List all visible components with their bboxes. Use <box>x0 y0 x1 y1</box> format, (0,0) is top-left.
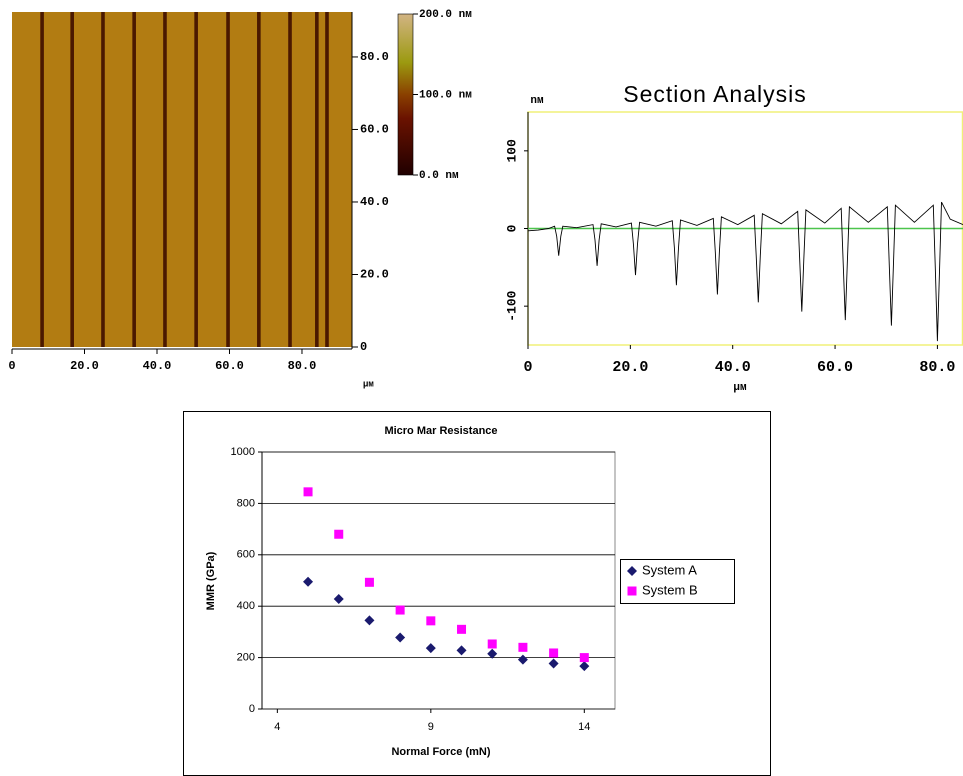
y-tick-label: 60.0 <box>360 123 389 137</box>
legend-marker <box>627 566 637 576</box>
square-marker <box>487 639 497 649</box>
legend-marker <box>627 586 637 596</box>
legend-box <box>620 559 735 604</box>
groove <box>325 12 329 347</box>
x-unit: µм <box>363 379 374 389</box>
x-tick-label: 0 <box>523 359 532 376</box>
x-tick-label: 40.0 <box>715 359 751 376</box>
y-tick-label: 20.0 <box>360 268 389 282</box>
x-tick-label: 80.0 <box>288 359 317 373</box>
diamond-marker <box>425 643 436 654</box>
square-marker <box>395 605 405 615</box>
legend-label: System A <box>642 562 697 577</box>
diamond-marker <box>487 648 498 659</box>
colorbar-label: 100.0 nм <box>419 89 472 101</box>
square-marker <box>364 577 374 587</box>
groove <box>40 12 44 347</box>
colorbar-label: 0.0 nм <box>419 170 459 182</box>
x-unit: µм <box>733 382 747 394</box>
chart-title: Section Analysis <box>623 81 806 107</box>
profile-line <box>527 201 963 342</box>
groove <box>194 12 198 347</box>
colorbar <box>397 13 414 176</box>
x-tick-label: 9 <box>428 721 434 733</box>
y-axis-label: MMR (GPa) <box>205 551 217 610</box>
diamond-marker <box>548 658 559 669</box>
square-marker <box>426 616 436 626</box>
y-tick-label: 1000 <box>231 446 255 458</box>
x-tick-label: 20.0 <box>612 359 648 376</box>
legend-label: System B <box>642 582 698 597</box>
square-marker <box>579 653 589 663</box>
x-tick-label: 0 <box>8 359 15 373</box>
y-tick-label: -100 <box>504 290 519 321</box>
x-tick-label: 40.0 <box>143 359 172 373</box>
groove <box>226 12 230 347</box>
y-tick-label: 800 <box>237 497 255 509</box>
diamond-marker <box>579 661 590 672</box>
x-tick-label: 20.0 <box>70 359 99 373</box>
square-marker <box>549 648 559 658</box>
groove <box>257 12 261 347</box>
square-marker <box>518 642 528 652</box>
afm-image <box>12 12 352 347</box>
diamond-marker <box>395 632 406 643</box>
colorbar-label: 200.0 nм <box>419 9 472 21</box>
y-tick-label: 200 <box>237 652 255 664</box>
x-axis-label: Normal Force (mN) <box>391 746 490 758</box>
y-tick-label: 0 <box>504 224 519 232</box>
x-tick-label: 60.0 <box>817 359 853 376</box>
groove <box>101 12 105 347</box>
y-tick-label: 40.0 <box>360 195 389 209</box>
y-tick-label: 400 <box>237 600 255 612</box>
y-tick-label: 0 <box>249 703 255 715</box>
diamond-marker <box>333 594 344 605</box>
y-tick-label: 600 <box>237 549 255 561</box>
diamond-marker <box>303 576 314 587</box>
diamond-marker <box>364 615 375 626</box>
y-unit: nм <box>530 95 544 107</box>
plot-area <box>261 451 616 710</box>
square-marker <box>334 529 344 539</box>
chart-title: Micro Mar Resistance <box>384 425 497 437</box>
x-tick-label: 4 <box>274 721 280 733</box>
groove <box>70 12 74 347</box>
diamond-marker <box>456 645 467 656</box>
square-marker <box>303 487 313 497</box>
groove <box>132 12 136 347</box>
x-tick-label: 60.0 <box>215 359 244 373</box>
y-tick-label: 100 <box>504 139 519 163</box>
diamond-marker <box>517 654 528 665</box>
groove <box>288 12 292 347</box>
y-tick-label: 80.0 <box>360 50 389 64</box>
groove <box>163 12 167 347</box>
y-tick-label: 0 <box>360 340 367 354</box>
x-tick-label: 14 <box>578 721 590 733</box>
x-tick-label: 80.0 <box>919 359 955 376</box>
square-marker <box>457 624 467 634</box>
groove <box>315 12 319 347</box>
